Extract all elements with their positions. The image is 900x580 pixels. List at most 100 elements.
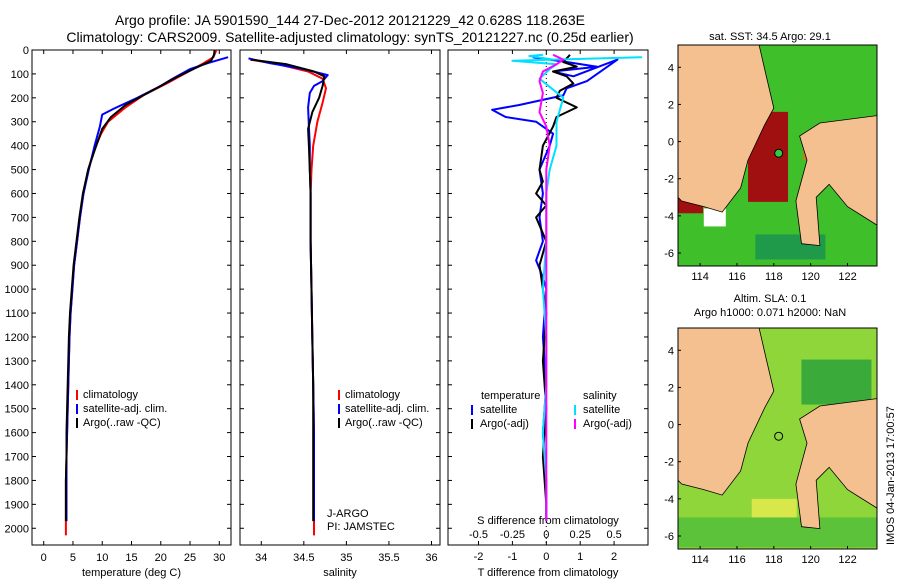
depth-tick-label: 1500 bbox=[5, 404, 29, 416]
legend-entry: Argo(..raw -QC) bbox=[345, 417, 423, 429]
lon-tick-label: 116 bbox=[728, 554, 746, 566]
credit-label: IMOS 04-Jan-2013 17:00:57 bbox=[885, 406, 897, 545]
depth-tick-label: 2000 bbox=[5, 523, 29, 535]
legend-entry: climatology bbox=[83, 389, 139, 401]
sdiff-tick-label: -0.25 bbox=[500, 529, 525, 541]
sla-map-title-1: Altim. SLA: 0.1 bbox=[734, 293, 807, 305]
chart-title-line1: Argo profile: JA 5901590_144 27-Dec-2012… bbox=[115, 12, 585, 28]
legend-entry: satellite-adj. clim. bbox=[83, 403, 167, 415]
landmass-borneo bbox=[678, 328, 775, 496]
landmass-borneo bbox=[678, 45, 775, 213]
lon-tick-label: 114 bbox=[691, 554, 709, 566]
diff-series-line-2 bbox=[511, 53, 643, 522]
lat-tick-label: 2 bbox=[668, 99, 674, 111]
landmass-sulawesi bbox=[795, 398, 877, 530]
diff-series-line-0 bbox=[491, 56, 619, 522]
tdiff-axis-label: T difference from climatology bbox=[478, 567, 619, 579]
depth-tick-label: 1600 bbox=[5, 428, 29, 440]
temp-series-line-2 bbox=[64, 49, 216, 522]
depth-tick-label: 1800 bbox=[5, 475, 29, 487]
legend-entry: Argo(-adj) bbox=[480, 418, 529, 430]
sal-axis-label: salinity bbox=[323, 567, 357, 579]
lon-tick-label: 118 bbox=[765, 271, 783, 283]
depth-tick-label: 1400 bbox=[5, 380, 29, 392]
lon-tick-label: 122 bbox=[838, 271, 856, 283]
depth-tick-label: 900 bbox=[11, 260, 29, 272]
legend-entry: satellite bbox=[583, 404, 620, 416]
sst-map-group: 114 116 118 120 122 4 2 0 -2 -4 -6 bbox=[664, 44, 878, 283]
tdiff-tick-label: -1 bbox=[508, 551, 518, 563]
temp-tick-label: 20 bbox=[155, 552, 167, 564]
depth-tick-label: 300 bbox=[11, 117, 29, 129]
no-data-patch bbox=[703, 208, 726, 227]
legend-entry: satellite-adj. clim. bbox=[345, 403, 429, 415]
lon-tick-label: 114 bbox=[691, 271, 709, 283]
lat-tick-label: -2 bbox=[664, 174, 674, 186]
pi-label: PI: JAMSTEC bbox=[327, 521, 395, 533]
depth-tick-label: 1900 bbox=[5, 499, 29, 511]
chart-title-line2: Climatology: CARS2009. Satellite-adjuste… bbox=[66, 29, 634, 45]
sla-map-frame bbox=[677, 327, 878, 550]
sst-map-title: sat. SST: 34.5 Argo: 29.1 bbox=[709, 31, 831, 43]
tdiff-tick-label: 1 bbox=[577, 551, 583, 563]
legend-entry: Argo(..raw -QC) bbox=[83, 417, 161, 429]
depth-tick-label: 1300 bbox=[5, 356, 29, 368]
lat-tick-label: 2 bbox=[668, 382, 674, 394]
depth-tick-label: 1000 bbox=[5, 284, 29, 296]
diff-series-line-1 bbox=[535, 54, 578, 522]
sal-tick-label: 35.5 bbox=[378, 552, 399, 564]
sdiff-tick-label: -0.5 bbox=[469, 529, 488, 541]
sst-map-content bbox=[678, 45, 877, 266]
sdiff-axis-label: S difference from climatology bbox=[477, 515, 619, 527]
depth-tick-label: 200 bbox=[11, 93, 29, 105]
sdiff-tick-label: 0 bbox=[543, 529, 549, 541]
jargo-label: J-ARGO bbox=[327, 508, 369, 520]
landmass-sulawesi bbox=[795, 115, 877, 247]
lon-tick-label: 116 bbox=[728, 271, 746, 283]
sal-tick-label: 35 bbox=[340, 552, 352, 564]
legend-heading-temperature: temperature bbox=[481, 390, 540, 402]
depth-tick-label: 0 bbox=[23, 45, 29, 57]
sdiff-tick-label: 0.5 bbox=[606, 529, 621, 541]
depth-tick-label: 700 bbox=[11, 212, 29, 224]
legend-heading-salinity: salinity bbox=[583, 390, 617, 402]
panel-frame-2 bbox=[447, 49, 649, 546]
argo-location-marker bbox=[774, 431, 784, 441]
sal-tick-label: 34 bbox=[255, 552, 267, 564]
depth-tick-label: 400 bbox=[11, 141, 29, 153]
sst-map-frame bbox=[677, 44, 878, 267]
tdiff-tick-label: -2 bbox=[474, 551, 484, 563]
lon-tick-label: 120 bbox=[801, 271, 819, 283]
lat-tick-label: -4 bbox=[664, 211, 674, 223]
depth-tick-label: 1700 bbox=[5, 452, 29, 464]
diff-series-line-3 bbox=[538, 53, 565, 522]
lat-tick-label: 4 bbox=[668, 62, 674, 74]
legend-entry: climatology bbox=[345, 389, 401, 401]
temp-tick-label: 30 bbox=[213, 552, 225, 564]
temp-tick-label: 0 bbox=[41, 552, 47, 564]
sdiff-tick-label: 0.25 bbox=[569, 529, 590, 541]
legend-entry: Argo(-adj) bbox=[583, 418, 632, 430]
sla-patch bbox=[801, 359, 872, 405]
tdiff-tick-label: 2 bbox=[611, 551, 617, 563]
depth-tick-label: 100 bbox=[11, 69, 29, 81]
lat-tick-label: -4 bbox=[664, 494, 674, 506]
lat-tick-label: -2 bbox=[664, 457, 674, 469]
sal-tick-label: 36 bbox=[425, 552, 437, 564]
temp-axis-label: temperature (deg C) bbox=[82, 567, 181, 579]
legend-entry: satellite bbox=[480, 404, 517, 416]
lat-tick-label: 0 bbox=[668, 137, 674, 149]
lon-tick-label: 120 bbox=[801, 554, 819, 566]
argo-location-marker bbox=[774, 148, 784, 158]
temp-series-line-1 bbox=[65, 56, 229, 522]
sal-series-line-2 bbox=[250, 58, 326, 522]
lon-tick-label: 122 bbox=[838, 554, 856, 566]
sla-map-content bbox=[678, 328, 877, 549]
depth-tick-label: 1200 bbox=[5, 332, 29, 344]
lat-tick-label: 0 bbox=[668, 420, 674, 432]
depth-tick-label: 500 bbox=[11, 165, 29, 177]
temp-tick-label: 25 bbox=[184, 552, 196, 564]
lat-tick-label: -6 bbox=[664, 531, 674, 543]
lat-tick-label: -6 bbox=[664, 248, 674, 260]
